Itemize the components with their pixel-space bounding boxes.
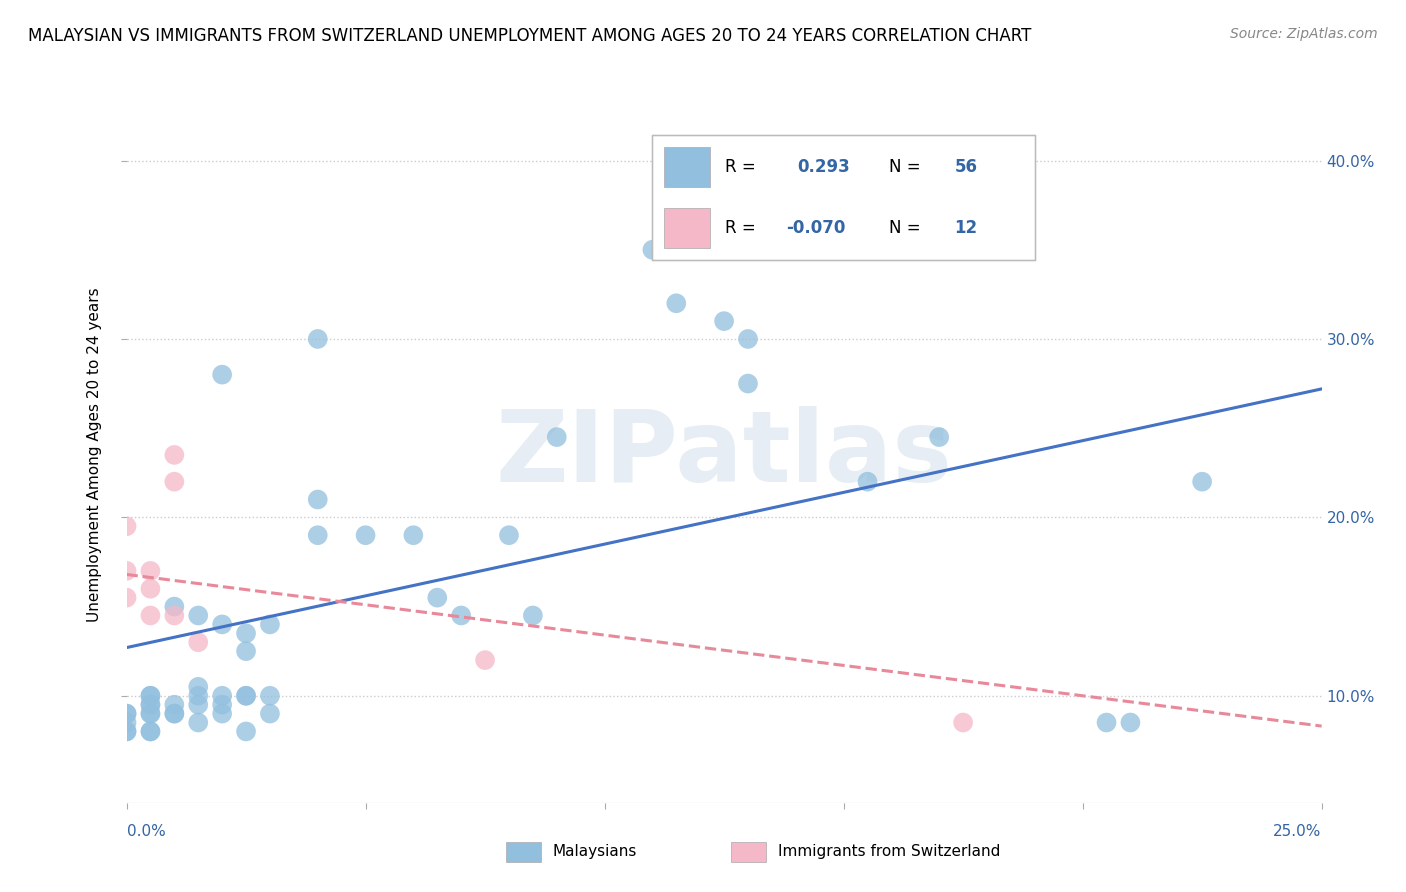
- Point: [522, 608, 544, 623]
- Point: [307, 492, 329, 507]
- Point: [211, 368, 233, 382]
- Point: [115, 591, 138, 605]
- Point: [139, 564, 162, 578]
- Text: 25.0%: 25.0%: [1274, 824, 1322, 839]
- Point: [665, 296, 688, 310]
- Point: [928, 430, 950, 444]
- Point: [235, 644, 257, 658]
- Point: [235, 724, 257, 739]
- Point: [856, 475, 879, 489]
- Point: [354, 528, 377, 542]
- Point: [163, 608, 186, 623]
- Point: [259, 706, 281, 721]
- Point: [307, 528, 329, 542]
- Point: [952, 715, 974, 730]
- Point: [474, 653, 496, 667]
- Point: [211, 617, 233, 632]
- Point: [187, 689, 209, 703]
- Point: [307, 332, 329, 346]
- Point: [139, 724, 162, 739]
- Text: Source: ZipAtlas.com: Source: ZipAtlas.com: [1230, 27, 1378, 41]
- Point: [187, 698, 209, 712]
- Point: [1191, 475, 1213, 489]
- Text: MALAYSIAN VS IMMIGRANTS FROM SWITZERLAND UNEMPLOYMENT AMONG AGES 20 TO 24 YEARS : MALAYSIAN VS IMMIGRANTS FROM SWITZERLAND…: [28, 27, 1032, 45]
- Point: [1095, 715, 1118, 730]
- Point: [115, 706, 138, 721]
- Point: [115, 564, 138, 578]
- Point: [115, 715, 138, 730]
- Point: [187, 635, 209, 649]
- Point: [163, 599, 186, 614]
- Point: [713, 314, 735, 328]
- Point: [139, 689, 162, 703]
- Point: [163, 448, 186, 462]
- Point: [139, 724, 162, 739]
- Point: [211, 689, 233, 703]
- Point: [139, 698, 162, 712]
- Text: 0.0%: 0.0%: [127, 824, 166, 839]
- Point: [163, 706, 186, 721]
- Point: [211, 698, 233, 712]
- Point: [259, 617, 281, 632]
- Point: [163, 706, 186, 721]
- Point: [426, 591, 449, 605]
- Point: [402, 528, 425, 542]
- Text: ZIPatlas: ZIPatlas: [496, 407, 952, 503]
- Point: [139, 698, 162, 712]
- Point: [235, 689, 257, 703]
- Point: [952, 207, 974, 221]
- Point: [115, 724, 138, 739]
- Point: [450, 608, 472, 623]
- Y-axis label: Unemployment Among Ages 20 to 24 years: Unemployment Among Ages 20 to 24 years: [87, 287, 103, 623]
- FancyBboxPatch shape: [506, 842, 541, 862]
- Point: [115, 519, 138, 533]
- Point: [187, 608, 209, 623]
- Point: [235, 689, 257, 703]
- Point: [737, 332, 759, 346]
- Text: Immigrants from Switzerland: Immigrants from Switzerland: [778, 845, 1000, 859]
- Point: [259, 689, 281, 703]
- Point: [115, 706, 138, 721]
- Point: [139, 582, 162, 596]
- Point: [187, 715, 209, 730]
- Point: [737, 376, 759, 391]
- Point: [235, 626, 257, 640]
- Point: [546, 430, 568, 444]
- Point: [115, 724, 138, 739]
- Point: [139, 706, 162, 721]
- Point: [139, 608, 162, 623]
- Point: [641, 243, 664, 257]
- Point: [139, 689, 162, 703]
- Point: [211, 706, 233, 721]
- Point: [1119, 715, 1142, 730]
- Point: [163, 475, 186, 489]
- FancyBboxPatch shape: [731, 842, 766, 862]
- Text: Malaysians: Malaysians: [553, 845, 637, 859]
- Point: [498, 528, 520, 542]
- Point: [187, 680, 209, 694]
- Point: [139, 706, 162, 721]
- Point: [163, 698, 186, 712]
